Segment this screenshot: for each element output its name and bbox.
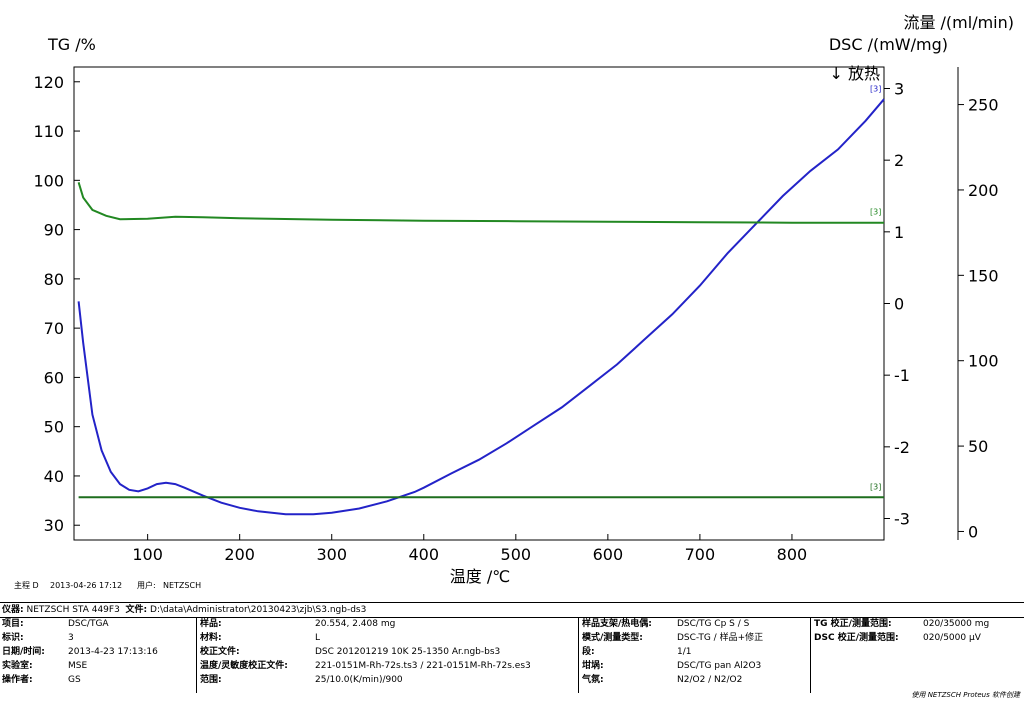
info-value: 3 — [68, 633, 74, 643]
dsc-tick-label: -1 — [894, 366, 910, 385]
info-value: 020/35000 mg — [923, 619, 990, 629]
file-key: 文件: — [125, 605, 148, 615]
info-panel: 仪器: NETZSCH STA 449F3 文件: D:\data\Admini… — [0, 602, 1024, 693]
x-tick-label: 300 — [316, 545, 347, 564]
x-tick-label: 600 — [593, 545, 624, 564]
instrument-key: 仪器: — [2, 605, 24, 615]
user-name: NETZSCH — [163, 581, 201, 590]
info-key: 样品支架/热电偶: — [582, 619, 652, 629]
dsc-axis-label: DSC /(mW/mg) — [829, 35, 948, 54]
tg-axis: 30 40 50 60 70 80 90 100 110 120 — [33, 73, 80, 535]
flow-tick-label: 250 — [968, 96, 999, 115]
exo-direction-label: ↓ 放热 — [830, 64, 881, 83]
x-tick-label: 500 — [501, 545, 532, 564]
instrument-row: 仪器: NETZSCH STA 449F3 文件: D:\data\Admini… — [2, 604, 366, 617]
flow-curve-marker: [3] — [870, 482, 881, 491]
info-col-2: 样品: 20.554, 2.408 mg 材料: L 校正文件: DSC 201… — [196, 618, 579, 693]
info-value: DSC-TG / 样品+修正 — [677, 633, 764, 643]
info-value: DSC 201201219 10K 25-1350 Ar.ngb-bs3 — [315, 647, 501, 657]
flow-tick-label: 200 — [968, 181, 999, 200]
tg-tick-label: 120 — [33, 73, 64, 92]
info-value: DSC/TG Cp S / S — [677, 619, 750, 629]
creation-date: 2013-04-26 17:12 — [50, 581, 122, 590]
x-tick-label: 200 — [224, 545, 255, 564]
info-key: 气氛: — [582, 675, 604, 685]
x-tick-label: 800 — [777, 545, 808, 564]
info-key: 坩埚: — [582, 661, 604, 671]
info-key: 操作者: — [2, 675, 33, 685]
tg-tick-label: 110 — [33, 122, 64, 141]
info-col-1: 项目: DSC/TGA 标识: 3 日期/时间: 2013-4-23 17:13… — [0, 618, 196, 693]
info-key: 模式/测量类型: — [582, 633, 643, 643]
info-value: 020/5000 µV — [923, 633, 981, 643]
info-value: DSC/TGA — [68, 619, 109, 629]
info-value: 20.554, 2.408 mg — [315, 619, 396, 629]
info-grid: 项目: DSC/TGA 标识: 3 日期/时间: 2013-4-23 17:13… — [0, 617, 1024, 693]
x-tick-label: 400 — [408, 545, 439, 564]
dsc-curve — [77, 98, 885, 516]
info-value: 221-0151M-Rh-72s.ts3 / 221-0151M-Rh-72s.… — [315, 661, 531, 671]
info-value: 25/10.0(K/min)/900 — [315, 675, 403, 685]
info-col-3: 样品支架/热电偶: DSC/TG Cp S / S 模式/测量类型: DSC-T… — [578, 618, 811, 693]
info-key: 项目: — [2, 619, 24, 629]
flow-tick-label: 150 — [968, 266, 999, 285]
info-key: 标识: — [2, 633, 24, 643]
tg-tick-label: 40 — [44, 467, 64, 486]
info-value: GS — [68, 675, 81, 685]
dsc-tick-label: -2 — [894, 438, 910, 457]
info-value: MSE — [68, 661, 88, 671]
software-footer: 使用 NETZSCH Proteus 软件创建 — [911, 691, 1020, 699]
flow-tick-label: 50 — [968, 437, 988, 456]
x-tick-label: 700 — [685, 545, 716, 564]
info-key: DSC 校正/测量范围: — [814, 633, 899, 643]
creator-label: 主程 D — [14, 580, 39, 590]
instrument-value: NETZSCH STA 449F3 — [26, 605, 120, 615]
x-axis-label: 温度 /℃ — [450, 567, 510, 586]
tg-tick-label: 100 — [33, 171, 64, 190]
info-key: 温度/灵敏度校正文件: — [200, 661, 288, 671]
chart-svg: 100 200 300 400 500 600 700 800 304050607080901… — [14, 13, 1014, 590]
tg-tick-label: 50 — [44, 418, 64, 437]
info-key: 实验室: — [2, 661, 33, 671]
plot-area — [73, 66, 885, 541]
tg-tick-label: 60 — [44, 368, 64, 387]
tg-tick-label: 30 — [44, 516, 64, 535]
tg-tick-label: 70 — [44, 319, 64, 338]
dsc-tick-label: 1 — [894, 223, 904, 242]
tg-axis-label: TG /% — [47, 35, 96, 54]
series-group: [3] [3] [3] — [77, 84, 885, 516]
x-tick-label: 100 — [132, 545, 163, 564]
info-key: 材料: — [200, 633, 222, 643]
dsc-tick-label: 0 — [894, 295, 904, 314]
info-key: 段: — [582, 647, 595, 657]
flow-tick-label: 100 — [968, 352, 999, 371]
dsc-tick-label: 3 — [894, 80, 904, 99]
info-value: DSC/TG pan Al2O3 — [677, 661, 762, 671]
info-value: 2013-4-23 17:13:16 — [68, 647, 158, 657]
tg-curve-marker: [3] — [870, 208, 881, 217]
flow-tick-label: 0 — [968, 522, 978, 541]
dsc-tick-label: 2 — [894, 151, 904, 170]
tg-tick-label: 80 — [44, 270, 64, 289]
x-axis: 100 200 300 400 500 600 700 800 — [132, 534, 807, 564]
info-col-4: TG 校正/测量范围: 020/35000 mg DSC 校正/测量范围: 02… — [810, 618, 1024, 693]
file-value: D:\data\Administrator\20130423\zjb\S3.ng… — [150, 605, 367, 615]
flow-axis: 0 50 100 150 200 250 — [958, 96, 999, 541]
user-label: 用户: — [137, 580, 156, 590]
info-key: 范围: — [200, 675, 222, 685]
flow-axis-label: 流量 /(ml/min) — [903, 13, 1014, 32]
info-key: 校正文件: — [200, 647, 240, 657]
dsc-tick-label: -3 — [894, 510, 910, 529]
tg-curve — [77, 182, 884, 224]
dsc-axis: -3 -2 -1 0 1 2 3 — [884, 80, 910, 529]
info-key: 样品: — [200, 619, 222, 629]
info-value: L — [315, 633, 321, 643]
info-key: TG 校正/测量范围: — [814, 619, 892, 629]
dsc-curve-marker: [3] — [870, 84, 881, 93]
info-value: 1/1 — [677, 647, 692, 657]
tg-tick-label: 90 — [44, 221, 64, 240]
info-key: 日期/时间: — [2, 647, 45, 657]
info-value: N2/O2 / N2/O2 — [677, 675, 743, 685]
